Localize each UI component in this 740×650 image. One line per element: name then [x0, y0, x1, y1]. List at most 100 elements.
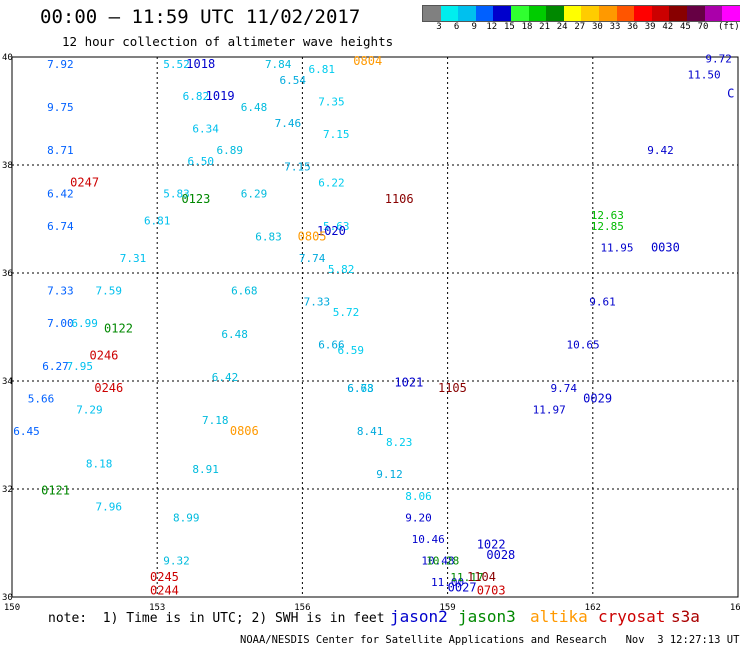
color-scale-cell	[440, 6, 459, 21]
data-point-jason2: 6.54	[279, 74, 306, 87]
footer-note: note: 1) Time is in UTC; 2) SWH is in fe…	[48, 611, 385, 626]
color-scale-cell	[475, 6, 494, 21]
color-scale-label: 39	[644, 22, 656, 32]
data-point-jason2: 9.72	[705, 52, 732, 65]
footer-credit: NOAA/NESDIS Center for Satellite Applica…	[240, 634, 740, 646]
color-scale-unit: (ft)	[718, 22, 740, 32]
color-scale-cell	[722, 6, 740, 21]
color-scale-label: 30	[591, 22, 603, 32]
data-point-jason2: 7.18	[202, 414, 229, 427]
pass-time-label: C	[727, 87, 734, 101]
data-point-jason2: 6.48	[221, 328, 248, 341]
color-scale-label: 9	[471, 22, 477, 32]
x-tick-label: 156	[294, 603, 310, 613]
data-point-jason2: 7.00	[47, 317, 74, 330]
data-point-jason2: 5.72	[333, 306, 360, 319]
color-scale-bar	[422, 5, 740, 22]
data-point-jason2: 7.95	[67, 360, 94, 373]
data-point-jason2: 6.81	[309, 63, 336, 76]
color-scale-cell	[423, 6, 441, 21]
plot-frame	[11, 56, 739, 598]
data-point-jason2: 7.33	[304, 295, 331, 308]
data-point-jason2: 11.95	[600, 241, 633, 254]
pass-time-label: 1021	[394, 375, 423, 389]
data-point-jason2: 5.63	[323, 220, 350, 233]
data-point-jason2: 9.42	[647, 144, 674, 157]
pass-time-label: 0246	[90, 348, 119, 362]
legend-item-cryosat: cryosat	[598, 607, 666, 626]
data-point-jason2: 7.15	[284, 160, 311, 173]
data-point-jason2: 8.99	[173, 511, 200, 524]
pass-time-label: 0121	[41, 483, 70, 497]
data-point-jason2: 6.68	[231, 285, 258, 298]
data-point-jason2: 6.66	[318, 339, 345, 352]
pass-time-label: 0805	[298, 230, 327, 244]
color-scale-cell	[493, 6, 511, 21]
data-point-jason2: 5.52	[163, 58, 190, 71]
y-tick-label: 34	[2, 377, 13, 387]
data-point-jason2: 6.74	[47, 220, 74, 233]
color-scale-label: 3	[436, 22, 442, 32]
y-tick-label: 38	[2, 161, 13, 171]
data-point-jason2: 7.84	[265, 58, 292, 71]
pass-time-label: 0703	[477, 583, 506, 597]
data-point-jason2: 7.35	[318, 96, 345, 109]
data-point-jason3: 11.17	[450, 571, 483, 584]
data-point-jason2: 10.65	[567, 339, 600, 352]
color-scale-label: 6	[453, 22, 460, 32]
data-point-jason2: 7.96	[96, 501, 123, 514]
y-tick-label: 30	[2, 593, 13, 603]
data-point-jason2: 10.46	[412, 533, 445, 546]
pass-time-label: 0027	[448, 581, 477, 595]
data-point-jason2: 6.59	[338, 344, 365, 357]
data-point-jason2: 10.48	[421, 555, 454, 568]
data-point-jason2: 7.92	[47, 58, 74, 71]
color-scale-cell	[704, 6, 723, 21]
data-point-jason2: 9.61	[589, 295, 616, 308]
x-tick-label: 162	[585, 603, 601, 613]
pass-time-label: 0123	[181, 192, 210, 206]
page-title: 00:00 – 11:59 UTC 11/02/2017	[40, 6, 361, 28]
data-point-jason2: 5.82	[328, 263, 355, 276]
data-point-jason2: 6.78	[347, 382, 374, 395]
legend-item-jason2: jason2	[390, 607, 448, 626]
page-subtitle: 12 hour collection of altimeter wave hei…	[62, 34, 394, 49]
data-point-jason2: 9.32	[163, 555, 190, 568]
data-point-jason2: 8.06	[405, 490, 432, 503]
data-point-jason2: 11.97	[533, 403, 566, 416]
data-point-jason2: 6.63	[347, 382, 374, 395]
x-tick-label: 150	[4, 603, 20, 613]
color-scale-label: 27	[574, 22, 586, 32]
legend-item-s3a: s3a	[671, 607, 700, 626]
data-point-jason2: 6.42	[47, 187, 74, 200]
data-point-jason2: 8.23	[386, 436, 413, 449]
data-point-jason2: 6.81	[144, 214, 171, 227]
color-scale-label: 18	[521, 22, 533, 32]
pass-time-label: 0028	[486, 548, 515, 562]
pass-time-label: 0244	[150, 583, 179, 597]
data-point-jason2: 7.29	[76, 403, 103, 416]
legend-item-jason3: jason3	[458, 607, 516, 626]
color-scale-cell	[528, 6, 547, 21]
color-scale-cell	[686, 6, 705, 21]
data-point-jason2: 8.18	[86, 457, 113, 470]
x-tick-label: 165	[730, 603, 740, 613]
x-tick-label: 153	[149, 603, 165, 613]
pass-time-label: 1104	[467, 570, 496, 584]
color-scale-label: 12	[486, 22, 498, 32]
data-point-jason2: 6.45	[13, 425, 40, 438]
pass-time-label: 0804	[353, 54, 382, 68]
data-point-jason2: 9.12	[376, 468, 403, 481]
data-point-jason2: 7.59	[96, 285, 123, 298]
data-point-jason2: 6.29	[241, 187, 268, 200]
color-scale-label: 42	[662, 22, 674, 32]
pass-time-label: 0122	[104, 321, 133, 335]
data-point-jason2: 5.83	[163, 187, 190, 200]
color-scale-cell	[458, 6, 476, 21]
data-point-jason2: 7.33	[47, 285, 74, 298]
data-point-jason3: 12.85	[591, 220, 624, 233]
data-point-jason2: 11.50	[688, 69, 721, 82]
color-scale-label: 33	[609, 22, 621, 32]
legend-item-altika: altika	[530, 607, 588, 626]
